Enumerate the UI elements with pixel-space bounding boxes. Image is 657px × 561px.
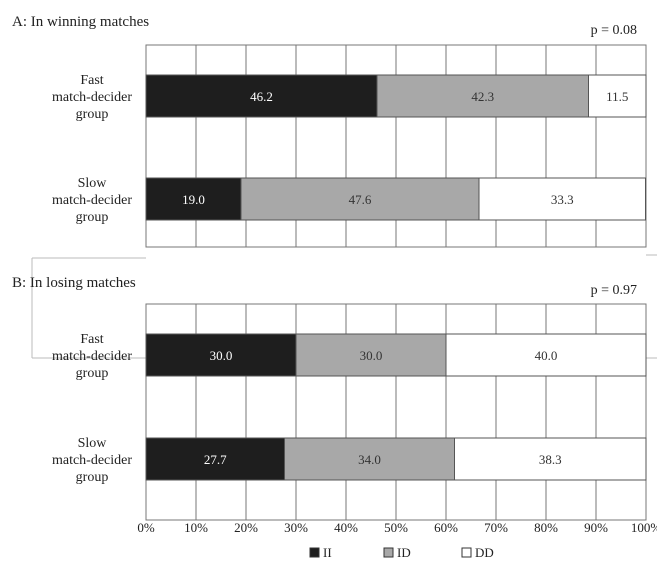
x-tick-label: 0% xyxy=(137,520,155,535)
data-label: 42.3 xyxy=(471,89,494,104)
category-label: Fast xyxy=(80,73,103,88)
category-label: Fast xyxy=(80,332,103,347)
category-label: Slow xyxy=(78,436,108,451)
data-label: 27.7 xyxy=(204,452,227,467)
p-value: p = 0.08 xyxy=(591,23,637,38)
panel-a: A: In winning matches p = 0.08 46.2 42.3 11.… xyxy=(12,14,647,248)
x-tick-label: 20% xyxy=(234,520,258,535)
legend-swatch xyxy=(309,547,320,558)
category-label: Slow xyxy=(78,176,108,191)
data-label: 34.0 xyxy=(358,452,381,467)
category-label: match-decider xyxy=(52,349,132,364)
x-tick-label: 70% xyxy=(484,520,508,535)
x-tick-label: 40% xyxy=(334,520,358,535)
category-label: match-decider xyxy=(52,193,132,208)
category-label: group xyxy=(76,366,109,381)
x-tick-label: 100% xyxy=(631,520,657,535)
legend-swatch xyxy=(461,547,472,558)
bar-dd xyxy=(478,177,646,221)
x-tick-label: 90% xyxy=(584,520,608,535)
bar-ii xyxy=(145,333,297,377)
data-label: 30.0 xyxy=(360,348,383,363)
data-label: 46.2 xyxy=(250,89,273,104)
panel-title: B: In losing matches xyxy=(12,275,136,291)
panel-connector-lines xyxy=(31,254,657,359)
bar-dd xyxy=(454,437,647,481)
legend-label: DD xyxy=(475,545,494,560)
bar-ii xyxy=(145,74,378,118)
data-label: 38.3 xyxy=(539,452,562,467)
bar-id xyxy=(240,177,480,221)
category-label: group xyxy=(76,210,109,225)
data-label: 47.6 xyxy=(349,192,372,207)
category-label: match-decider xyxy=(52,90,132,105)
category-label: group xyxy=(76,107,109,122)
bar-dd xyxy=(588,74,647,118)
x-tick-label: 50% xyxy=(384,520,408,535)
legend-swatch xyxy=(383,547,394,558)
category-label: match-decider xyxy=(52,453,132,468)
data-label: 11.5 xyxy=(606,89,628,104)
x-tick-label: 80% xyxy=(534,520,558,535)
data-label: 19.0 xyxy=(182,192,205,207)
x-tick-label: 30% xyxy=(284,520,308,535)
bar-dd xyxy=(445,333,647,377)
bar-id xyxy=(295,333,447,377)
panel-title: A: In winning matches xyxy=(12,14,149,30)
legend-label: ID xyxy=(397,545,411,560)
category-label: group xyxy=(76,470,109,485)
data-label: 33.3 xyxy=(551,192,574,207)
legend-label: II xyxy=(323,545,332,560)
data-label: 40.0 xyxy=(535,348,558,363)
x-tick-label: 10% xyxy=(184,520,208,535)
legend-item-id: ID xyxy=(383,545,411,560)
bar-ii xyxy=(145,177,242,221)
p-value: p = 0.97 xyxy=(591,283,637,298)
panel-b: B: In losing matches p = 0.97 30.0 30.0 40.0… xyxy=(12,275,647,521)
data-label: 30.0 xyxy=(210,348,233,363)
legend-item-dd: DD xyxy=(461,545,494,560)
x-tick-label: 60% xyxy=(434,520,458,535)
legend-item-ii: II xyxy=(309,545,332,560)
